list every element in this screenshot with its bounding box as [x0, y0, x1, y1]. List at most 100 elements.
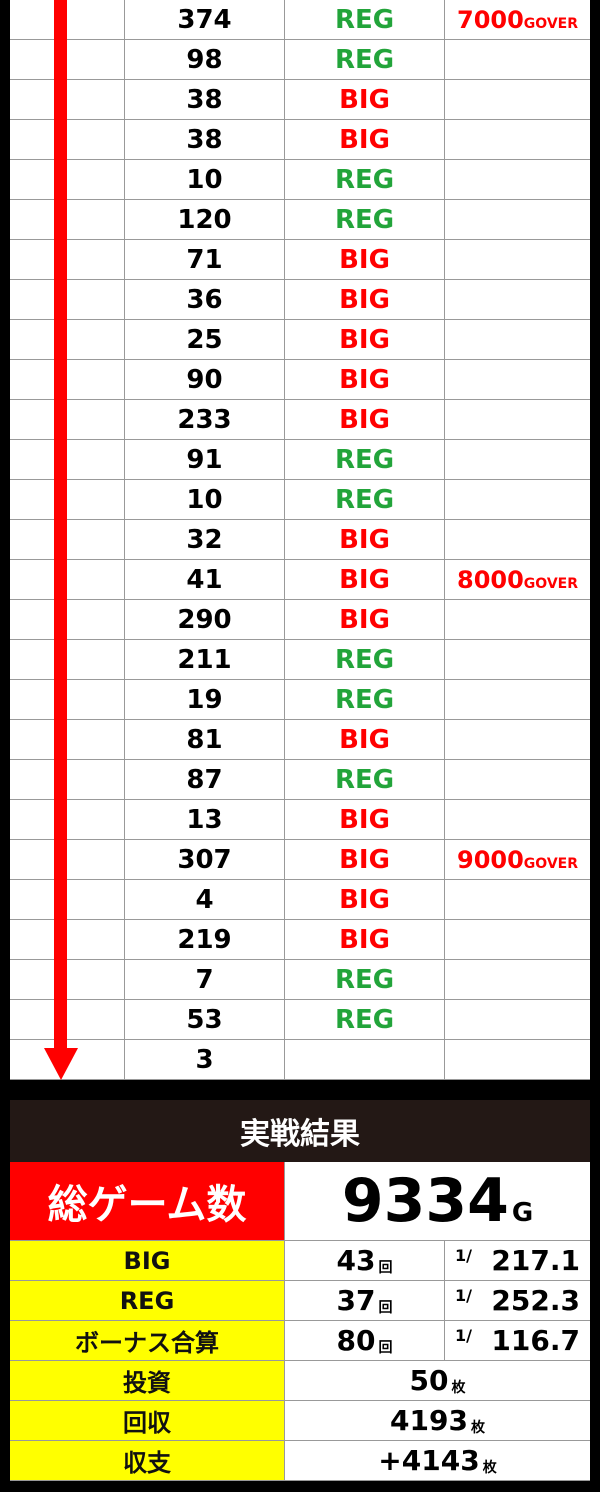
games-cell: 32	[125, 520, 285, 559]
arrow-down-icon	[54, 0, 67, 1052]
bonus-type-cell: BIG	[285, 800, 445, 839]
coin-unit: 枚	[451, 1379, 466, 1396]
total-games-label: 総ゲーム数	[10, 1162, 285, 1240]
bonus-summary-row: REG 37 回 1/252.3	[10, 1281, 590, 1321]
milestone-cell	[445, 80, 590, 119]
games-cell: 38	[125, 120, 285, 159]
games-cell: 307	[125, 840, 285, 879]
bonus-type-cell: REG	[285, 760, 445, 799]
games-cell: 7	[125, 960, 285, 999]
history-row: 13 BIG	[10, 800, 590, 840]
milestone-cell	[445, 680, 590, 719]
bonus-label: BIG	[10, 1241, 285, 1280]
milestone-value: 7000	[457, 5, 524, 34]
history-row: 38 BIG	[10, 80, 590, 120]
bonus-count: 37	[336, 1284, 376, 1317]
games-cell: 38	[125, 80, 285, 119]
milestone-value: 9000	[457, 845, 524, 874]
history-row: 4 BIG	[10, 880, 590, 920]
bonus-summary-row: BIG 43 回 1/217.1	[10, 1241, 590, 1281]
games-cell: 4	[125, 880, 285, 919]
milestone-cell	[445, 520, 590, 559]
summary-table: 実戦結果 総ゲーム数 9334 G BIG 43 回 1/217.1 REG 37 回 …	[10, 1100, 590, 1481]
bonus-type-cell: REG	[285, 160, 445, 199]
arrow-cell	[10, 80, 125, 119]
milestone-cell	[445, 480, 590, 519]
games-cell: 25	[125, 320, 285, 359]
history-row: 71 BIG	[10, 240, 590, 280]
milestone-cell	[445, 960, 590, 999]
bonus-probability: 252.3	[491, 1284, 580, 1317]
history-row: 53 REG	[10, 1000, 590, 1040]
bonus-label: REG	[10, 1281, 285, 1320]
milestone-unit: GOVER	[523, 15, 578, 32]
milestone-cell	[445, 40, 590, 79]
history-row: 211 REG	[10, 640, 590, 680]
coin-unit: 枚	[470, 1419, 485, 1436]
milestone-cell	[445, 920, 590, 959]
arrow-cell	[10, 760, 125, 799]
prob-prefix: 1/	[455, 1246, 472, 1265]
coin-value: 50	[409, 1364, 449, 1397]
games-cell: 10	[125, 160, 285, 199]
bonus-type-cell: REG	[285, 680, 445, 719]
bonus-type-cell: BIG	[285, 320, 445, 359]
bonus-label: ボーナス合算	[10, 1321, 285, 1360]
bonus-type-cell: REG	[285, 440, 445, 479]
bonus-count: 80	[336, 1324, 376, 1357]
arrow-cell	[10, 960, 125, 999]
history-row: 38 BIG	[10, 120, 590, 160]
summary-title: 実戦結果	[10, 1100, 590, 1162]
games-cell: 53	[125, 1000, 285, 1039]
milestone-cell	[445, 400, 590, 439]
arrow-cell	[10, 520, 125, 559]
total-games-row: 総ゲーム数 9334 G	[10, 1162, 590, 1241]
bonus-type-cell: BIG	[285, 280, 445, 319]
coin-unit: 枚	[482, 1459, 497, 1476]
count-unit: 回	[378, 1259, 393, 1276]
games-cell: 81	[125, 720, 285, 759]
games-cell: 87	[125, 760, 285, 799]
games-cell: 374	[125, 0, 285, 39]
bonus-type-cell: REG	[285, 40, 445, 79]
history-row: 41 BIG 8000 GOVER	[10, 560, 590, 600]
coin-value: +4143	[378, 1444, 480, 1477]
milestone-cell	[445, 760, 590, 799]
milestone-value: 8000	[457, 565, 524, 594]
arrow-cell	[10, 680, 125, 719]
games-cell: 71	[125, 240, 285, 279]
bonus-type-cell: BIG	[285, 240, 445, 279]
games-cell: 13	[125, 800, 285, 839]
milestone-cell	[445, 240, 590, 279]
coin-value: 4193	[390, 1404, 468, 1437]
arrow-cell	[10, 400, 125, 439]
bonus-type-cell: BIG	[285, 120, 445, 159]
bonus-type-cell: BIG	[285, 360, 445, 399]
games-cell: 290	[125, 600, 285, 639]
milestone-cell	[445, 640, 590, 679]
history-row: 120 REG	[10, 200, 590, 240]
bonus-type-cell	[285, 1040, 445, 1079]
games-cell: 91	[125, 440, 285, 479]
milestone-cell	[445, 360, 590, 399]
bonus-type-cell: BIG	[285, 600, 445, 639]
games-cell: 219	[125, 920, 285, 959]
arrow-cell	[10, 320, 125, 359]
count-unit: 回	[378, 1339, 393, 1356]
bonus-probability: 116.7	[491, 1324, 580, 1357]
arrow-cell	[10, 200, 125, 239]
history-row: 10 REG	[10, 160, 590, 200]
games-cell: 10	[125, 480, 285, 519]
history-row: 10 REG	[10, 480, 590, 520]
arrow-cell	[10, 120, 125, 159]
milestone-cell	[445, 800, 590, 839]
milestone-cell	[445, 160, 590, 199]
arrow-cell	[10, 920, 125, 959]
bonus-type-cell: BIG	[285, 840, 445, 879]
bonus-type-cell: REG	[285, 480, 445, 519]
history-row: 307 BIG 9000 GOVER	[10, 840, 590, 880]
history-row: 87 REG	[10, 760, 590, 800]
history-row: 7 REG	[10, 960, 590, 1000]
arrow-cell	[10, 640, 125, 679]
